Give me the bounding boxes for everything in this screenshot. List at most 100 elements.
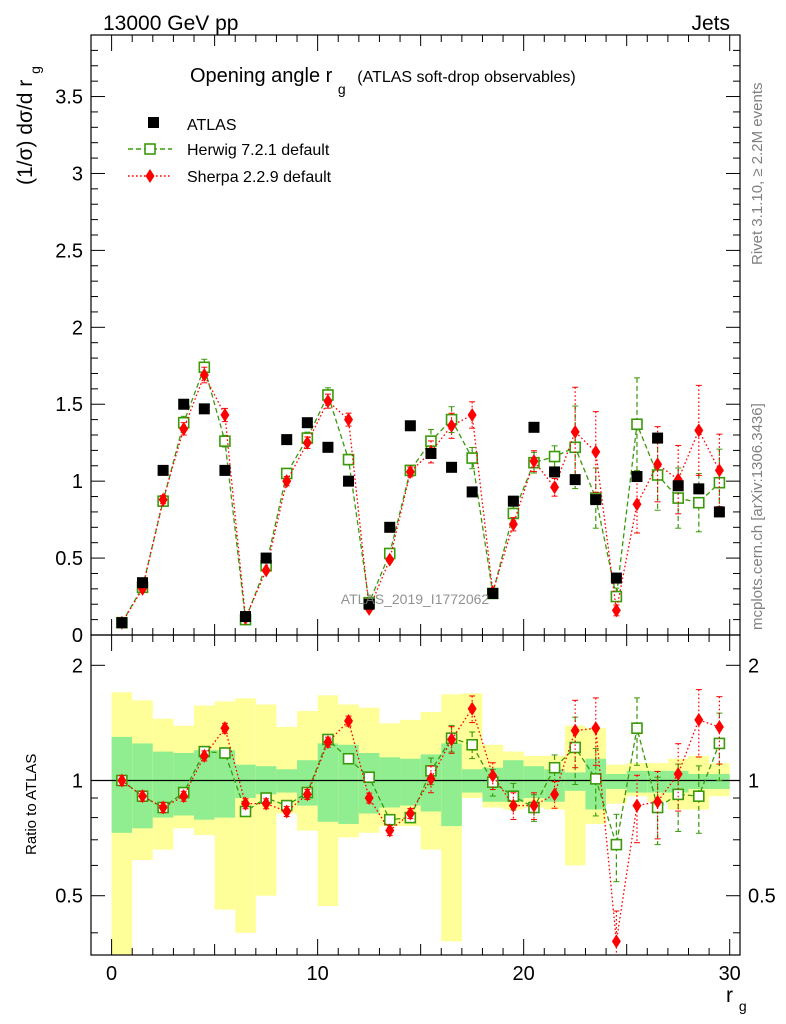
y-tick-label: 0.5: [55, 548, 83, 570]
data-point: [672, 480, 684, 492]
data-point: [220, 721, 230, 736]
series-line: [121, 365, 720, 624]
legend-marker-atlas: [148, 117, 159, 128]
data-point: [385, 552, 395, 567]
rivet-label: Rivet 3.1.10, ≥ 2.2M events: [749, 83, 766, 266]
data-point: [591, 721, 601, 736]
data-point: [694, 712, 704, 727]
uncertainty-band-inner: [688, 773, 710, 790]
x-axis-label-main: r: [726, 984, 733, 1007]
data-point: [405, 464, 415, 479]
data-point: [589, 773, 602, 785]
data-point: [611, 603, 621, 618]
uncertainty-band-inner: [173, 753, 195, 816]
data-point: [507, 495, 519, 507]
ratio-y-ticks: 0.5 0.5 1 1 2 2: [55, 655, 776, 934]
y-tick-label: 3: [72, 163, 83, 185]
data-point: [528, 421, 540, 433]
data-point: [694, 423, 704, 438]
series-diamond-filled: [117, 689, 724, 955]
data-point: [447, 418, 457, 433]
data-point: [405, 806, 415, 821]
data-point: [548, 450, 561, 463]
analysis-watermark: ATLAS_2019_I1772062: [341, 591, 490, 607]
data-point: [466, 452, 478, 464]
data-point: [631, 722, 643, 734]
data-point: [384, 521, 396, 533]
data-point: [241, 796, 251, 811]
data-point: [158, 800, 168, 815]
y-tick-label: 1: [72, 771, 83, 793]
data-point: [302, 435, 312, 450]
data-point: [301, 417, 313, 429]
legend-marker-sherpa: [145, 169, 155, 183]
data-point: [610, 838, 623, 851]
uncertainty-band-inner: [358, 753, 380, 814]
data-point: [550, 480, 560, 495]
data-point: [199, 748, 209, 763]
data-point: [261, 563, 271, 578]
data-point: [569, 741, 581, 754]
y-axis-label-main: (1/σ) dσ/d r: [14, 80, 37, 185]
x-tick-label: 30: [719, 963, 741, 985]
data-point: [549, 466, 561, 478]
y-tick-label: 2: [72, 317, 83, 339]
title-sub: g: [338, 81, 346, 97]
ratio-y-axis-label: Ratio to ATLAS: [23, 754, 40, 855]
data-point: [653, 794, 663, 809]
data-point: [383, 813, 396, 826]
uncertainty-band-inner: [152, 751, 174, 818]
data-point: [569, 474, 581, 486]
data-point: [466, 738, 478, 751]
data-point: [138, 789, 148, 804]
data-point: [342, 752, 355, 765]
x-ticks: 0 10 20 30: [106, 35, 741, 985]
uncertainty-band-inner: [441, 743, 462, 827]
data-point: [117, 773, 127, 788]
data-point: [282, 474, 292, 489]
uncertainty-band-inner: [132, 743, 153, 829]
data-point: [179, 789, 189, 804]
y-axis-label-sub: g: [27, 66, 43, 74]
data-point: [714, 719, 724, 734]
data-point: [157, 464, 169, 476]
mcplots-label: mcplots.cern.ch [arXiv:1306.3436]: [749, 403, 766, 630]
chart-title: Opening angle r g (ATLAS soft-drop obser…: [190, 65, 576, 99]
x-axis-label: r g: [726, 984, 747, 1014]
y-tick-label: 3.5: [55, 87, 83, 109]
data-point: [219, 435, 231, 447]
data-point: [631, 471, 643, 483]
main-y-ticks: 0 0.5 1 1.5 2 2.5 3 3.5: [55, 34, 740, 647]
uncertainty-band-inner: [194, 750, 215, 820]
y-tick-label-right: 2: [748, 655, 759, 677]
uncertainty-band-outer: [564, 725, 586, 866]
y-axis-label: (1/σ) dσ/d r g: [14, 66, 43, 185]
data-point: [673, 766, 683, 781]
category-label: Jets: [691, 12, 730, 35]
data-point: [692, 496, 705, 509]
data-point: [260, 552, 272, 564]
data-point: [466, 486, 478, 498]
collision-label: 13000 GeV pp: [103, 12, 238, 35]
uncertainty-band-inner: [523, 766, 545, 799]
y-tick-label: 2.5: [55, 240, 83, 262]
data-point: [672, 788, 684, 801]
data-point: [692, 790, 705, 802]
data-point: [179, 421, 189, 436]
x-tick-label: 20: [513, 963, 535, 985]
y-tick-label: 0.5: [55, 886, 83, 908]
data-point: [591, 444, 601, 459]
data-point: [426, 771, 436, 786]
data-point: [344, 714, 354, 729]
data-point: [137, 577, 149, 589]
title-main: Opening angle r: [190, 65, 333, 87]
legend-label-atlas: ATLAS: [187, 117, 237, 134]
data-point: [488, 768, 498, 783]
data-point: [302, 787, 312, 802]
data-point: [282, 804, 292, 819]
data-point: [693, 483, 705, 495]
data-point: [158, 492, 168, 507]
data-point: [447, 732, 457, 747]
series-square-open: [116, 358, 726, 629]
data-point: [550, 787, 560, 802]
